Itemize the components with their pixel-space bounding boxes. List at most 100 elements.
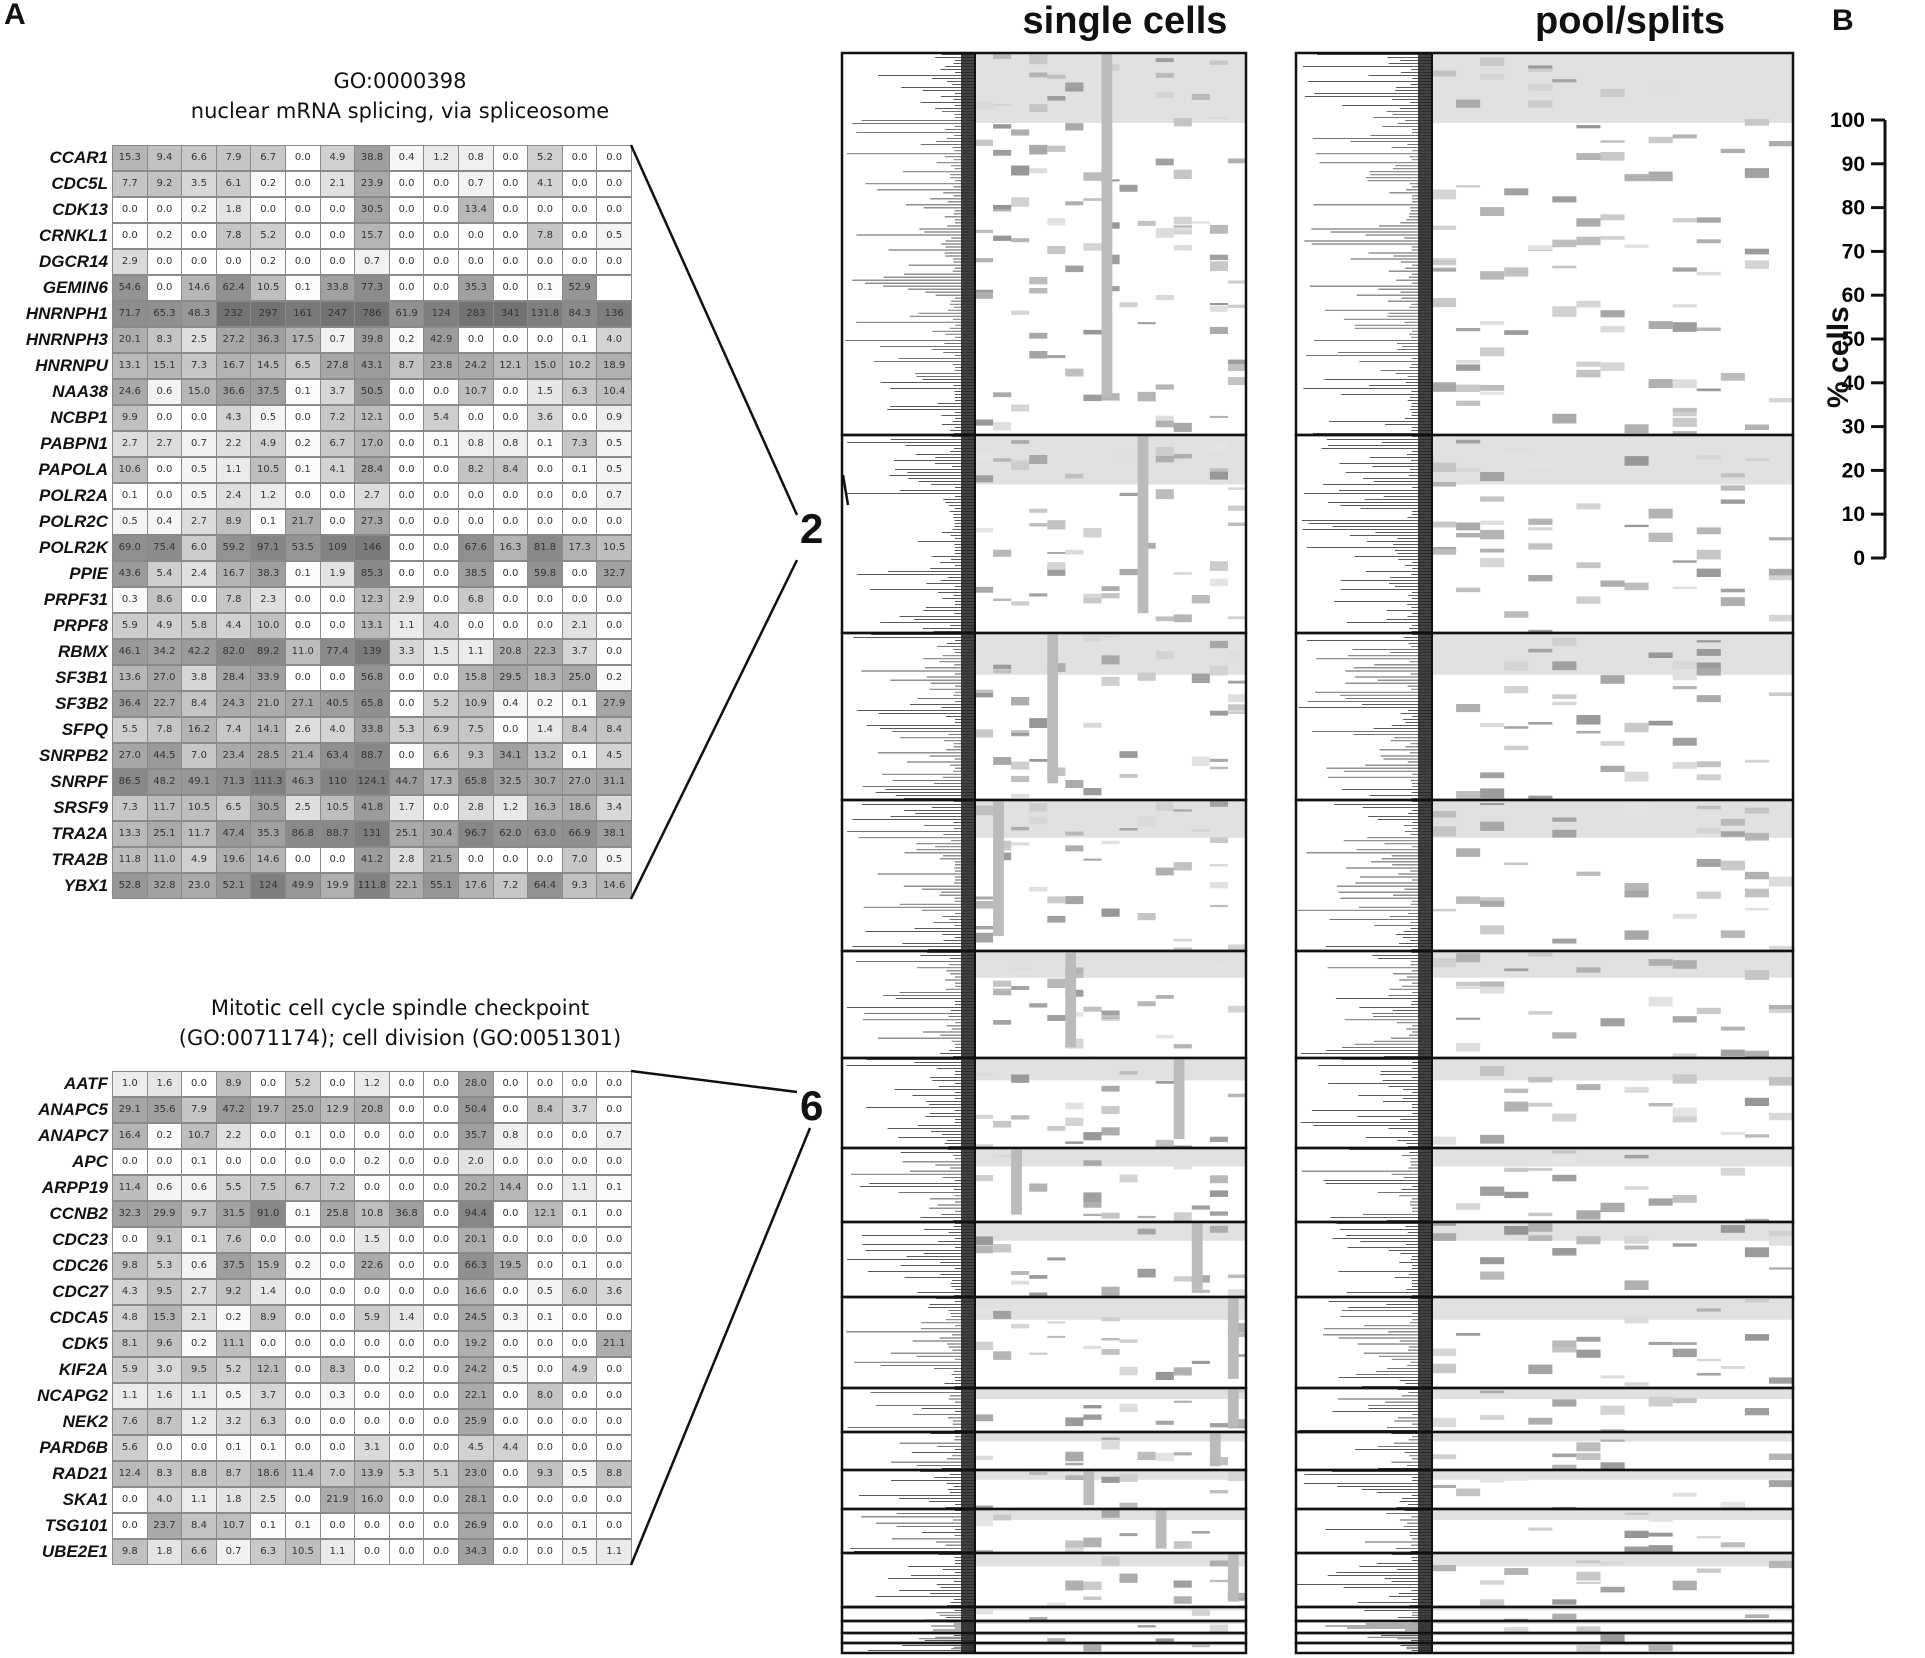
heatmap-cell (1083, 394, 1102, 402)
dendrogram-leaf-band (1418, 1470, 1432, 1509)
table-cell: 2.8 (458, 795, 494, 821)
table-cell: 7.3 (112, 795, 148, 821)
heatmap-cell (1528, 464, 1553, 468)
heatmap-cell (1065, 1102, 1084, 1110)
table-cell: 0.2 (181, 197, 217, 223)
table-row: HNRNPU 13.1 15.1 7.3 16.7 14.5 6.5 27.8 43.1 8.7 2… (35, 353, 632, 379)
table-cell: 1.1 (181, 1383, 217, 1409)
heatmap-cell (1209, 60, 1228, 65)
table-cell: 2.2 (215, 431, 252, 457)
heatmap-cell (993, 149, 1012, 156)
table-cell: 20.1 (112, 327, 148, 353)
table-cell: 23.0 (181, 873, 217, 899)
table-cell: 0.0 (423, 1253, 459, 1279)
heatmap-cell (1456, 1333, 1481, 1336)
table-cell: 0.0 (388, 1539, 425, 1565)
table-cell: 3.6 (596, 1279, 632, 1305)
table-cell: 0.0 (423, 1149, 459, 1175)
table-cell: 2.0 (458, 1149, 494, 1175)
table-cell: 5.2 (527, 145, 563, 171)
heatmap-cell (1209, 441, 1228, 451)
heatmap-cell (1083, 634, 1102, 642)
heatmap-cell (1600, 1633, 1625, 1643)
heatmap-cell (1552, 817, 1577, 822)
heatmap-cell (1624, 882, 1649, 893)
table-cell: 8.3 (146, 1461, 183, 1487)
heatmap-hot-column (1227, 1297, 1239, 1379)
heatmap-cell (1047, 520, 1066, 530)
heatmap-cell (1047, 1015, 1066, 1021)
heatmap-cell (1480, 496, 1505, 502)
table-cell: 21.0 (250, 691, 286, 717)
table-cell: 27.0 (561, 769, 598, 795)
heatmap-cell (1173, 571, 1192, 575)
table-cell: 82.0 (215, 639, 252, 665)
heatmap-cell (1648, 1102, 1673, 1107)
table-cell: 0.0 (527, 1409, 563, 1435)
table-cell: 65.8 (354, 691, 390, 717)
heatmap-cell (1137, 1625, 1156, 1628)
table-cell: 0.1 (561, 1201, 598, 1227)
table-cell: 2.8 (388, 847, 425, 873)
table-cell: 14.6 (596, 873, 632, 899)
heatmap-cell (1119, 1174, 1138, 1183)
connector-line (629, 559, 799, 900)
heatmap-cell (1101, 1439, 1120, 1450)
table-cell: 43.6 (112, 561, 148, 587)
heatmap-cell (1432, 958, 1457, 968)
heatmap-cell (1720, 1026, 1745, 1031)
heatmap-cell (1227, 1005, 1246, 1013)
heatmap-cell (1432, 1233, 1457, 1241)
heatmap-hot-column (1101, 53, 1113, 397)
heatmap-cell (1065, 1475, 1084, 1480)
heatmap-cell (1552, 413, 1577, 424)
heatmap-cell (1065, 1417, 1084, 1427)
table-cell: 7.2 (319, 1175, 356, 1201)
heatmap-cell (1528, 68, 1553, 72)
heatmap-cell (1137, 391, 1156, 402)
heatmap-cell (1456, 439, 1481, 444)
table-cell: 24.6 (112, 379, 148, 405)
heatmap-cell (1480, 271, 1505, 280)
gene-label: SF3B2 (55, 694, 108, 713)
table-cell: 0.0 (527, 1435, 563, 1461)
heatmap-cell (1480, 901, 1505, 907)
heatmap-cell (1552, 1599, 1577, 1605)
table-cell: 0.0 (492, 1071, 529, 1097)
gene-label: NAA38 (52, 382, 108, 401)
table-row: CDK5 8.1 9.6 0.2 11.1 0.0 0.0 0.0 0.0 0.0 0.0 19.2 0… (62, 1331, 632, 1357)
table-cell: 0.0 (561, 509, 598, 535)
heatmap-cell (1083, 1537, 1102, 1548)
heatmap-cell (1456, 185, 1481, 188)
heatmap-cell (1768, 945, 1793, 950)
heatmap-cell (1528, 1222, 1553, 1232)
heatmap-cell (1672, 1580, 1697, 1591)
table-cell: 21.9 (319, 1487, 356, 1513)
table-cell: 0.0 (492, 1487, 529, 1513)
heatmap-cell (1528, 575, 1553, 582)
table-cell: 5.2 (250, 223, 286, 249)
table-row: CDC5L 7.7 9.2 3.5 6.1 0.2 0.0 2.1 23.9 0.0 0.0 0.7 0… (51, 171, 632, 197)
table-cell: 0.0 (319, 509, 356, 535)
heatmap-cell (1624, 582, 1649, 591)
table-cell: 0.0 (388, 431, 425, 457)
table-cell: 64.4 (527, 873, 563, 899)
heatmap-hot-column (1083, 1470, 1095, 1506)
heatmap-cell (1029, 593, 1048, 597)
table-cell: 12.4 (112, 1461, 148, 1487)
heatmap-cell (1672, 1398, 1697, 1404)
table-cell: 8.7 (146, 1409, 183, 1435)
table-cell: 0.0 (492, 1383, 529, 1409)
dendrogram-leaf-band (1418, 633, 1432, 800)
gene-label: ANAPC7 (38, 1126, 108, 1145)
heatmap-cell (1480, 1475, 1505, 1483)
table-cell: 13.1 (354, 613, 390, 639)
table-cell: 18.6 (250, 1461, 286, 1487)
table-cell: 42.2 (181, 639, 217, 665)
table-row: YBX1 52.8 32.8 23.0 52.1 124 49.9 19.9 111.8 22.1… (64, 873, 632, 899)
heatmap-cell (1528, 648, 1553, 653)
heatmap-cell (1528, 1364, 1553, 1375)
heatmap-cell (1119, 1339, 1138, 1343)
heatmap-cell (1624, 1280, 1649, 1290)
heatmap-cell (1101, 593, 1120, 599)
